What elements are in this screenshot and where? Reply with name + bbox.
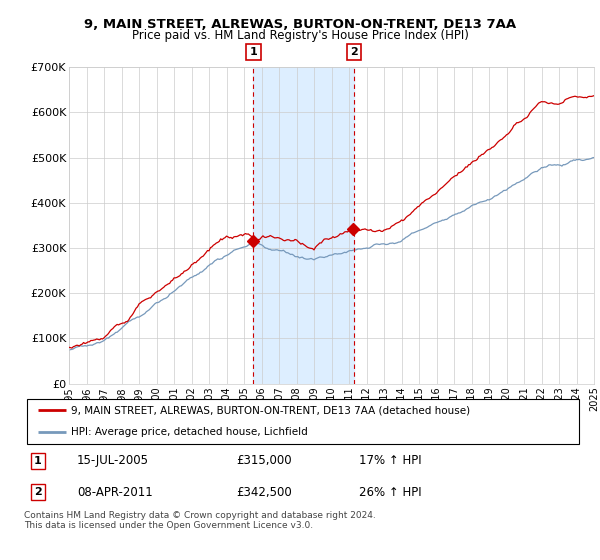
- Text: £342,500: £342,500: [236, 486, 292, 498]
- Text: 08-APR-2011: 08-APR-2011: [77, 486, 153, 498]
- Text: 2: 2: [350, 47, 358, 57]
- Text: 2: 2: [34, 487, 42, 497]
- Text: 9, MAIN STREET, ALREWAS, BURTON-ON-TRENT, DE13 7AA (detached house): 9, MAIN STREET, ALREWAS, BURTON-ON-TRENT…: [71, 405, 470, 416]
- Text: £315,000: £315,000: [236, 454, 292, 468]
- Text: 17% ↑ HPI: 17% ↑ HPI: [359, 454, 421, 468]
- Text: Contains HM Land Registry data © Crown copyright and database right 2024.
This d: Contains HM Land Registry data © Crown c…: [24, 511, 376, 530]
- FancyBboxPatch shape: [27, 399, 578, 444]
- Text: 1: 1: [250, 47, 257, 57]
- Text: 15-JUL-2005: 15-JUL-2005: [77, 454, 149, 468]
- Bar: [253, 67, 354, 384]
- Text: 26% ↑ HPI: 26% ↑ HPI: [359, 486, 421, 498]
- Text: HPI: Average price, detached house, Lichfield: HPI: Average price, detached house, Lich…: [71, 427, 308, 437]
- Text: 1: 1: [34, 456, 42, 466]
- Text: 9, MAIN STREET, ALREWAS, BURTON-ON-TRENT, DE13 7AA: 9, MAIN STREET, ALREWAS, BURTON-ON-TRENT…: [84, 18, 516, 31]
- Text: Price paid vs. HM Land Registry's House Price Index (HPI): Price paid vs. HM Land Registry's House …: [131, 29, 469, 42]
